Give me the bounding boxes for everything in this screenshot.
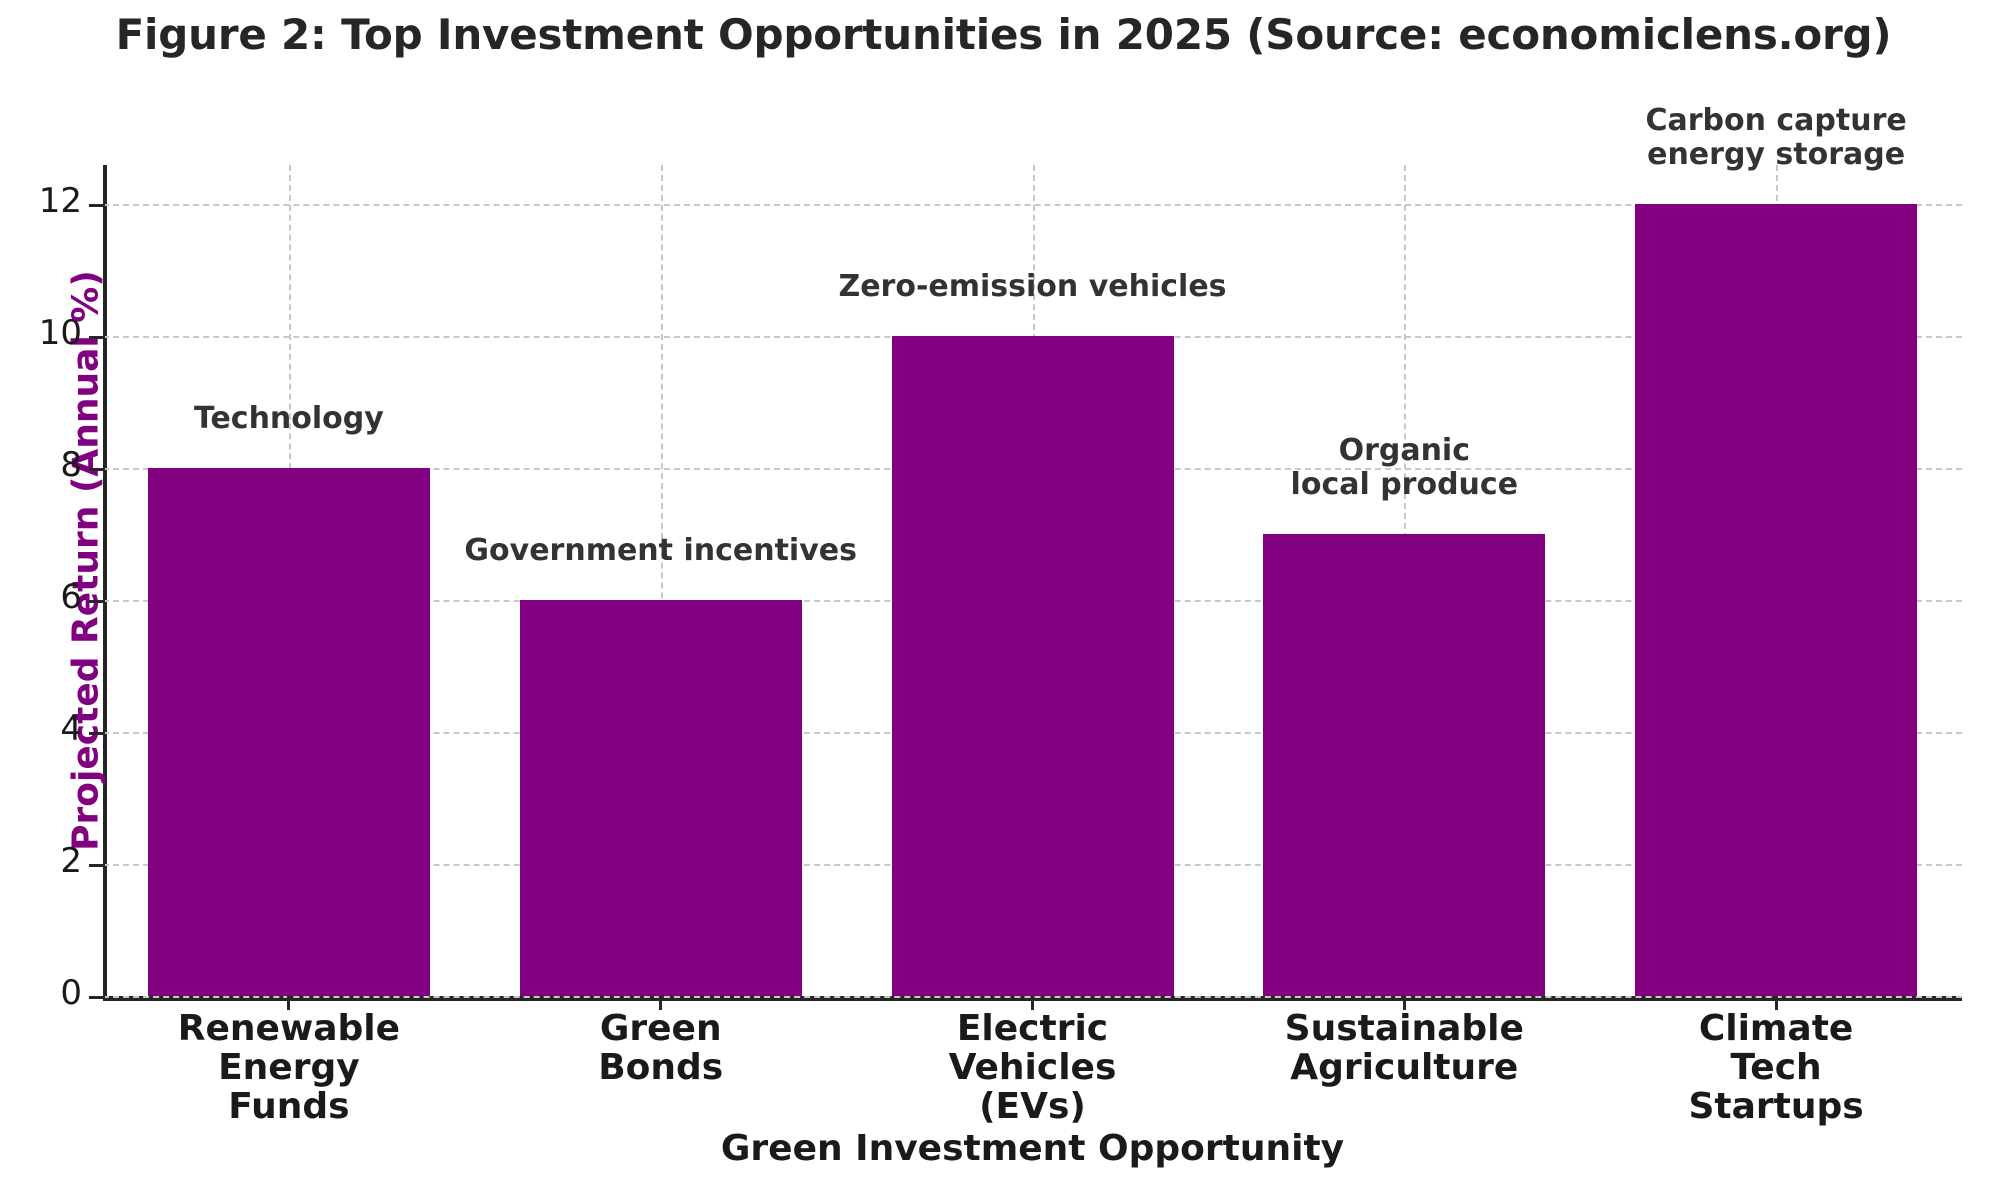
y-axis-tick-label: 4	[60, 709, 82, 749]
bar-annotation: Organic local produce	[1290, 433, 1519, 502]
chart-title: Figure 2: Top Investment Opportunities i…	[115, 10, 1892, 59]
bar[interactable]	[1635, 204, 1918, 996]
bar[interactable]	[147, 468, 430, 996]
bar-annotation: Government incentives	[464, 533, 857, 568]
x-axis-tick-label: Sustainable Agriculture	[1284, 1008, 1524, 1088]
x-axis-tick	[1402, 996, 1406, 1010]
bar[interactable]	[891, 336, 1174, 996]
bar[interactable]	[519, 600, 802, 996]
y-axis-tick	[89, 336, 105, 339]
y-axis-tick	[89, 996, 105, 999]
x-axis-tick-label: Green Bonds	[598, 1008, 724, 1088]
x-axis-tick	[1031, 996, 1034, 1010]
y-axis-tick-label: 6	[60, 577, 82, 617]
y-axis-tick	[89, 468, 105, 471]
x-axis-tick-label: Electric Vehicles (EVs)	[948, 1008, 1117, 1127]
bar-annotation: Zero-emission vehicles	[838, 269, 1227, 304]
y-axis-tick-label: 10	[38, 313, 82, 353]
bar-annotation: Carbon capture energy storage	[1645, 103, 1907, 172]
gridline-vertical	[660, 165, 663, 996]
x-axis-tick	[287, 996, 291, 1010]
x-axis-tick	[659, 996, 663, 1010]
y-axis-tick-label: 0	[60, 973, 82, 1013]
plot-area	[103, 165, 1962, 998]
y-axis-tick	[89, 864, 105, 867]
y-axis-tick	[89, 600, 105, 603]
y-axis-tick	[89, 732, 105, 735]
x-axis-tick-label: Renewable Energy Funds	[177, 1008, 401, 1127]
y-axis-tick-label: 2	[60, 841, 82, 881]
y-axis-spine	[103, 165, 107, 1000]
bar-annotation: Technology	[193, 401, 384, 436]
x-axis-tick-label: Climate Tech Startups	[1688, 1008, 1864, 1127]
y-axis-tick	[89, 204, 105, 207]
x-axis-title: Green Investment Opportunity	[720, 1128, 1345, 1169]
bar[interactable]	[1263, 534, 1546, 996]
x-axis-tick	[1774, 996, 1778, 1010]
y-axis-tick-label: 12	[38, 181, 82, 221]
y-axis-tick-label: 8	[60, 445, 82, 485]
